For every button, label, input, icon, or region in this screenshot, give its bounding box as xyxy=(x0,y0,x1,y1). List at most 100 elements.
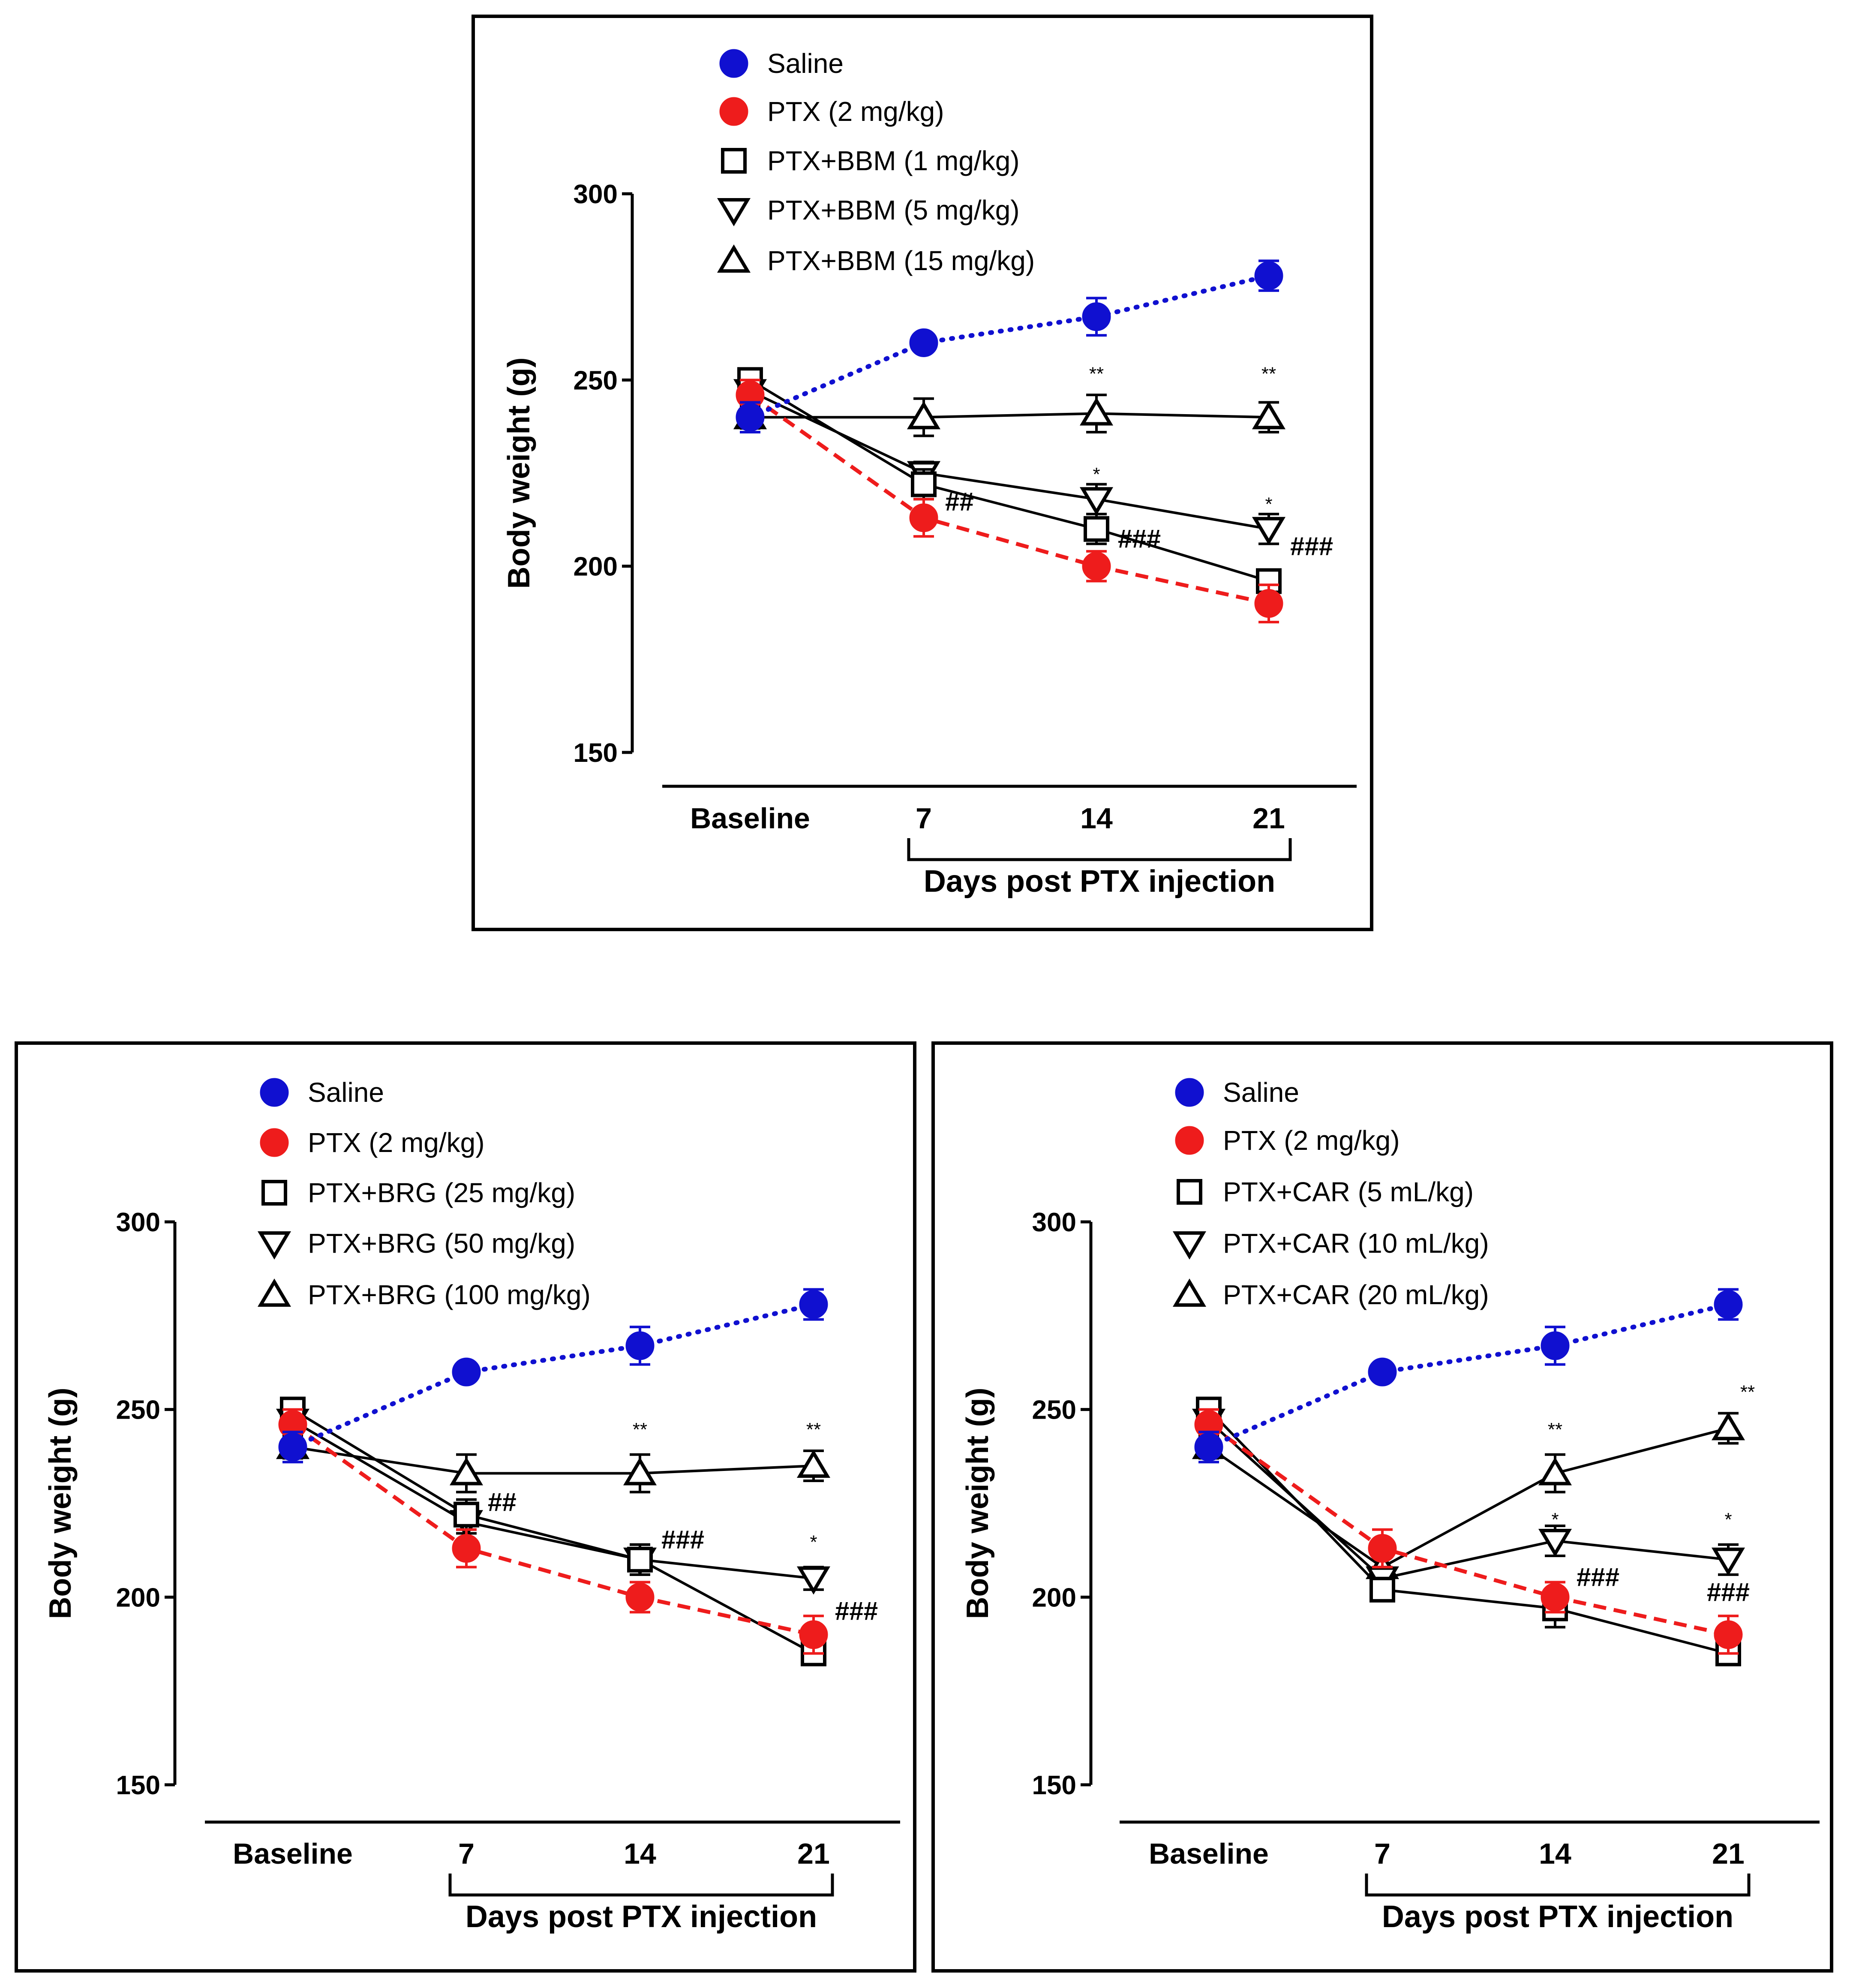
significance-label: ### xyxy=(835,1597,878,1625)
chart-panel-bbm: 150 200 250 300 Body weight (g) Baseline 7 14 21… xyxy=(472,15,1373,931)
series-line-1 xyxy=(748,273,1271,420)
legend-marker-1 xyxy=(260,1078,289,1107)
days-bracket xyxy=(1365,1874,1751,1897)
data-point xyxy=(1082,552,1111,581)
data-point xyxy=(907,401,941,430)
legend-marker-3 xyxy=(721,148,747,174)
series-line-2 xyxy=(291,1423,814,1637)
data-point xyxy=(625,1582,655,1612)
data-point xyxy=(1368,1534,1397,1563)
significance-label: * xyxy=(1265,493,1272,514)
data-point xyxy=(911,471,937,497)
significance-label: ### xyxy=(1118,524,1161,553)
x-category-label: 21 xyxy=(1712,1838,1745,1870)
legend-label-2: PTX (2 mg/kg) xyxy=(308,1127,485,1158)
data-point xyxy=(796,1450,831,1478)
data-point xyxy=(1254,589,1283,618)
y-tick-label: 250 xyxy=(574,366,618,395)
legend-marker-5 xyxy=(717,244,751,273)
series-line-3 xyxy=(749,379,1269,583)
y-tick-label: 300 xyxy=(1032,1208,1076,1237)
series-line-4 xyxy=(292,1420,814,1580)
significance-label: ** xyxy=(806,1419,821,1440)
legend-marker-2 xyxy=(719,97,748,126)
data-point xyxy=(1079,487,1114,516)
x-category-label: 14 xyxy=(624,1838,656,1870)
y-axis-title: Body weight (g) xyxy=(43,1388,78,1619)
y-tick-label: 200 xyxy=(116,1583,160,1612)
legend-marker-5 xyxy=(257,1278,291,1307)
significance-label: * xyxy=(810,1532,817,1553)
data-point xyxy=(796,1566,831,1595)
series-line-3 xyxy=(292,1408,814,1655)
series-line-5 xyxy=(750,412,1269,419)
significance-label: ** xyxy=(1740,1381,1755,1402)
y-tick-label: 250 xyxy=(1032,1396,1076,1425)
y-tick-label: 150 xyxy=(116,1771,160,1800)
legend-label-3: PTX+BBM (1 mg/kg) xyxy=(767,145,1020,176)
data-point xyxy=(1714,1290,1743,1319)
data-point xyxy=(1252,517,1286,545)
data-point xyxy=(452,1357,481,1386)
data-point xyxy=(1538,1529,1572,1557)
y-tick-label: 150 xyxy=(1032,1771,1076,1800)
data-point xyxy=(1254,261,1283,290)
significance-label: ** xyxy=(633,1419,647,1440)
legend-marker-1 xyxy=(1175,1078,1204,1107)
data-point xyxy=(1368,1357,1397,1386)
y-tick-label: 200 xyxy=(1032,1583,1076,1612)
data-point xyxy=(278,1432,307,1462)
legend-marker-5 xyxy=(1172,1278,1207,1307)
legend-label-5: PTX+CAR (20 mL/kg) xyxy=(1223,1279,1489,1310)
series-line-5 xyxy=(292,1446,814,1475)
significance-label: ## xyxy=(488,1488,517,1516)
days-bracket xyxy=(448,1874,834,1897)
data-point xyxy=(1711,1547,1745,1576)
significance-label: ** xyxy=(1548,1419,1562,1440)
significance-label: * xyxy=(1551,1509,1559,1530)
x-category-label: 7 xyxy=(916,802,932,835)
data-point xyxy=(1194,1432,1223,1462)
legend-label-1: Saline xyxy=(308,1077,384,1108)
significance-label: ** xyxy=(1261,363,1276,384)
data-point xyxy=(1369,1576,1395,1603)
legend-marker-3 xyxy=(261,1180,287,1206)
data-point xyxy=(453,1501,479,1528)
significance-label: * xyxy=(1724,1509,1732,1530)
series-line-1 xyxy=(1206,1302,1731,1450)
data-point xyxy=(1252,401,1286,430)
significance-label: ### xyxy=(1290,532,1333,561)
x-category-label: Baseline xyxy=(233,1838,353,1870)
y-tick-label: 300 xyxy=(574,180,618,209)
legend-label-5: PTX+BRG (100 mg/kg) xyxy=(308,1279,591,1310)
panel-frame xyxy=(931,1041,1833,1973)
data-point xyxy=(799,1620,828,1649)
x-category-label: 7 xyxy=(1374,1838,1391,1870)
significance-label: ## xyxy=(945,487,974,516)
panel-frame xyxy=(15,1041,916,1973)
data-point xyxy=(1541,1331,1570,1360)
series-line-1 xyxy=(290,1302,816,1450)
x-category-label: 14 xyxy=(1080,802,1113,835)
y-tick-label: 200 xyxy=(574,552,618,582)
legend-label-2: PTX (2 mg/kg) xyxy=(1223,1125,1400,1156)
data-point xyxy=(1082,302,1111,331)
x-category-label: 21 xyxy=(797,1838,830,1870)
data-point xyxy=(909,328,938,357)
x-category-label: Baseline xyxy=(690,802,810,835)
legend-marker-3 xyxy=(1177,1179,1202,1205)
x-axis-title: Days post PTX injection xyxy=(466,1900,817,1934)
x-axis-title: Days post PTX injection xyxy=(1382,1900,1733,1934)
y-tick-label: 250 xyxy=(116,1396,160,1425)
legend-marker-4 xyxy=(717,198,751,226)
y-tick-label: 300 xyxy=(116,1208,160,1237)
significance-label: * xyxy=(1093,464,1100,485)
series-line-2 xyxy=(1207,1423,1729,1637)
legend-label-4: PTX+BRG (50 mg/kg) xyxy=(308,1228,575,1259)
series-line-4 xyxy=(749,390,1269,530)
data-point xyxy=(623,1457,657,1486)
significance-label: ### xyxy=(661,1525,704,1554)
data-point xyxy=(1084,516,1109,542)
legend-marker-4 xyxy=(1172,1231,1207,1260)
